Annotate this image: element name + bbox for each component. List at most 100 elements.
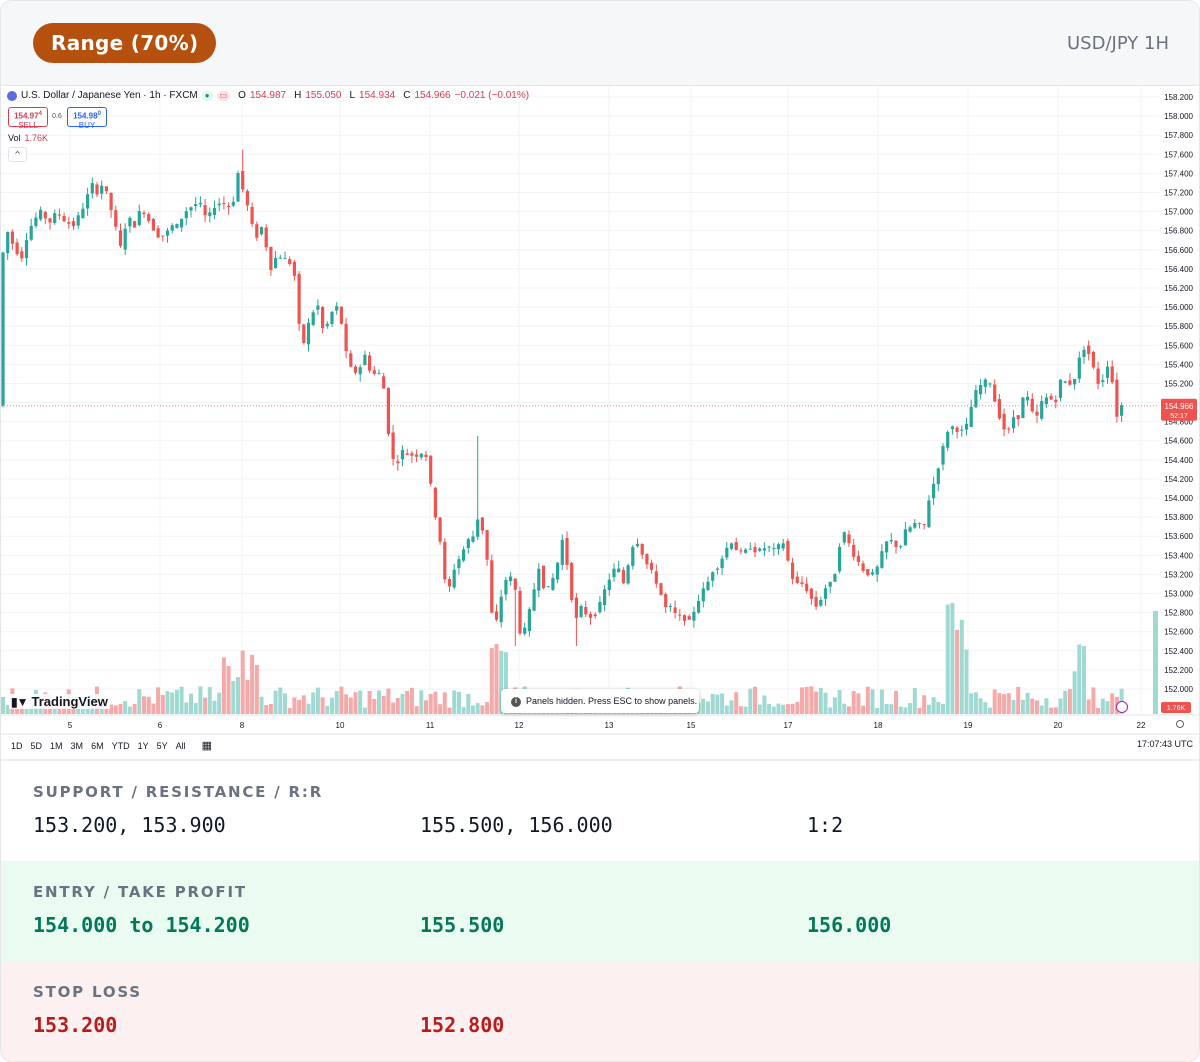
candle [1101, 374, 1105, 388]
volume-bar [344, 694, 349, 714]
range-button[interactable]: 1D [11, 740, 23, 751]
candle [795, 571, 799, 584]
volume-bar [297, 699, 302, 714]
volume-bar [1082, 646, 1086, 714]
candlestick-chart[interactable]: 158.200 158.000 157.800 157.600 157.400 157.2… [1, 86, 1199, 759]
candle-body [259, 227, 264, 235]
entry-zone: 154.000 to 154.200 [33, 913, 250, 937]
x-tick-label: 18 [874, 721, 883, 730]
y-tick-label: 157.600 [1164, 150, 1193, 159]
volume-bar [964, 649, 969, 714]
candle [955, 425, 959, 439]
candle [842, 531, 846, 545]
settings-icon[interactable] [1176, 720, 1184, 728]
volume-bar [489, 647, 494, 714]
candle [316, 299, 320, 316]
candle [546, 586, 550, 588]
candle [659, 582, 663, 596]
candle [603, 585, 607, 612]
range-button[interactable]: 1Y [137, 740, 149, 751]
tradingview-logo[interactable]: ▮▼ TradingView [9, 694, 110, 709]
candle [941, 443, 945, 471]
volume-bar [1011, 700, 1016, 714]
sell-button[interactable]: 154.974 SELL [8, 107, 48, 130]
volume-bar [184, 702, 189, 714]
candle-body [142, 212, 146, 215]
candle-body [739, 550, 743, 552]
y-tick-label: 152.800 [1164, 609, 1193, 618]
candle [626, 563, 630, 585]
volume-bar [62, 704, 67, 714]
candle-body [10, 231, 14, 244]
utc-clock[interactable]: 17:07:43 UTC [1136, 739, 1193, 749]
volume-bar [1002, 694, 1007, 714]
range-button[interactable]: 6M [91, 740, 104, 751]
candle [635, 538, 640, 548]
candle-body [579, 606, 583, 617]
candle [767, 545, 771, 553]
candle [551, 573, 555, 591]
lightning-icon[interactable] [1116, 701, 1128, 713]
range-button[interactable]: All [175, 740, 186, 751]
chevron-up-icon[interactable]: ^ [8, 147, 27, 162]
candle [809, 587, 813, 605]
spread-value: 0.6 [52, 113, 62, 120]
candle-body [133, 221, 137, 228]
high-value: 155.050 [305, 90, 342, 101]
candle-body [603, 589, 607, 606]
volume-bar [132, 703, 137, 714]
candle-body [1120, 405, 1124, 416]
price-chart[interactable]: 158.200 158.000 157.800 157.600 157.400 157.2… [1, 86, 1199, 762]
range-button[interactable]: 5D [30, 740, 43, 751]
candle [283, 251, 287, 260]
candle-body [551, 577, 555, 590]
volume-bar [734, 692, 739, 714]
candle-body [480, 517, 484, 531]
candle-body [588, 613, 593, 618]
buy-button[interactable]: 154.980 BUY [67, 107, 107, 129]
volume-bar [884, 704, 889, 714]
volume-bar [809, 686, 814, 714]
symbol-title[interactable]: U.S. Dollar / Japanese Yen · 1h · FXCM [21, 90, 198, 101]
range-button[interactable]: 1M [50, 740, 63, 751]
candle-body [734, 542, 738, 551]
candle-body [292, 261, 296, 276]
candle-body [889, 539, 893, 542]
volume-value: 1.76K [24, 133, 49, 143]
candle-body [932, 483, 936, 499]
candle [692, 606, 696, 628]
candle-body [1073, 378, 1077, 385]
candle [194, 197, 198, 212]
candle-body [415, 454, 419, 457]
candle-body [344, 323, 348, 352]
panel-title: ENTRY / TAKE PROFIT [33, 883, 247, 901]
candle-body [165, 230, 170, 236]
calendar-icon[interactable]: ▦ [201, 740, 213, 752]
y-tick-label: 154.200 [1164, 475, 1193, 484]
candle [255, 221, 259, 241]
candle-body [471, 536, 475, 542]
sell-label: SELL [18, 120, 38, 130]
candle-body [1087, 345, 1091, 354]
candle [180, 218, 184, 232]
y-tick-label: 154.600 [1164, 437, 1193, 446]
candle-body [180, 218, 184, 228]
volume-bar [706, 701, 710, 714]
candle [480, 517, 484, 535]
volume-bar [889, 704, 894, 714]
candle-body [570, 563, 574, 600]
range-button[interactable]: YTD [111, 740, 130, 751]
range-button[interactable]: 3M [70, 740, 84, 751]
candle [739, 547, 743, 555]
candle-body [969, 407, 973, 427]
candle [1044, 393, 1048, 409]
range-button[interactable]: 5Y [156, 740, 168, 751]
y-tick-label: 158.000 [1164, 112, 1193, 121]
volume-bar [428, 693, 433, 714]
candle [697, 594, 701, 614]
candle [377, 369, 381, 375]
candle [556, 561, 560, 584]
candle [612, 563, 616, 582]
volume-bar [118, 703, 123, 714]
candle [969, 399, 973, 428]
